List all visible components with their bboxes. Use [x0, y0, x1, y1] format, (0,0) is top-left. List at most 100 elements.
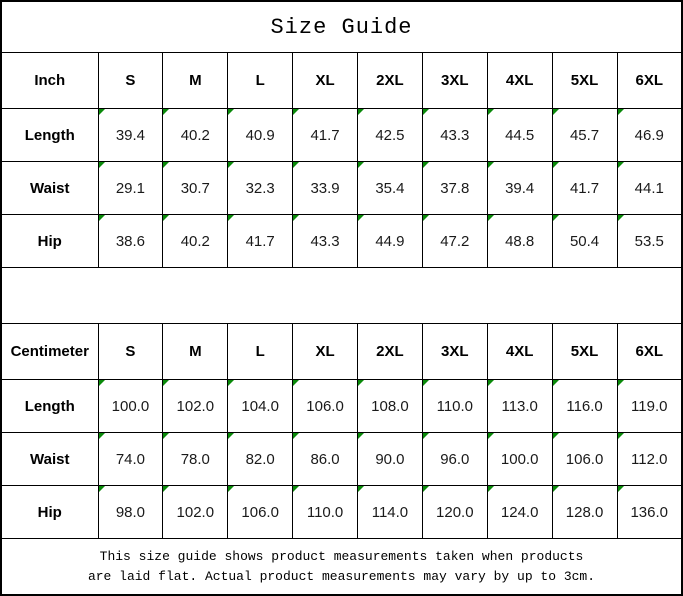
corner-marker-icon: [98, 162, 105, 169]
measurement-row: Hip 38.6 40.2 41.7 43.3 44.9 47.2 48.8 50.4 53.5: [0, 214, 683, 269]
measurement-cell: 43.3: [421, 108, 488, 163]
corner-marker-icon: [98, 486, 105, 493]
corner-marker-icon: [488, 162, 494, 169]
measurement-row: Waist 29.1 30.7 32.3 33.9 35.4 37.8 39.4 41.7 44.…: [0, 161, 683, 216]
corner-marker-icon: [163, 215, 170, 222]
measurement-cell: 98.0: [97, 485, 164, 540]
measurement-value: 90.0: [375, 450, 405, 468]
size-header-cell: XL: [292, 52, 358, 110]
measurement-value: 44.1: [634, 179, 664, 197]
measurement-cell: 102.0: [162, 379, 229, 434]
measurement-value: 43.3: [440, 126, 470, 144]
size-header-cell: XL: [292, 323, 358, 381]
measurement-cell: 35.4: [357, 161, 423, 216]
measurement-cell: 124.0: [486, 485, 553, 540]
measurement-cell: 50.4: [551, 214, 618, 269]
size-header-cell: S: [97, 323, 164, 381]
measurement-value: 86.0: [310, 450, 340, 468]
spacer-cell: [0, 267, 683, 325]
measurement-cell: 42.5: [357, 108, 423, 163]
measurement-value: 128.0: [565, 503, 604, 521]
size-header-cell: M: [162, 323, 229, 381]
corner-marker-icon: [553, 433, 559, 440]
measurement-value: 39.4: [115, 126, 146, 144]
size-header-cell: 5XL: [551, 323, 618, 381]
measurement-cell: 41.7: [227, 214, 294, 269]
size-header-row: Centimeter S M L XL 2XL 3XL 4XL 5XL 6XL: [0, 323, 683, 381]
corner-marker-icon: [358, 162, 364, 169]
size-header-cell: L: [227, 52, 294, 110]
measurement-row: Length 39.4 40.2 40.9 41.7 42.5 43.3 44.5 45.7 46…: [0, 108, 683, 163]
measurement-value: 32.3: [245, 179, 275, 197]
size-header-cell: 4XL: [486, 52, 553, 110]
corner-marker-icon: [293, 486, 300, 493]
measurement-cell: 40.9: [227, 108, 294, 163]
measurement-cell: 136.0: [616, 485, 683, 540]
corner-marker-icon: [553, 162, 559, 169]
measurement-cell: 41.7: [551, 161, 618, 216]
size-header-cell: 2XL: [357, 52, 423, 110]
row-label-cell: Waist: [0, 432, 99, 487]
measurement-cell: 106.0: [227, 485, 294, 540]
measurement-value: 41.7: [310, 126, 340, 144]
measurement-value: 48.8: [505, 232, 535, 250]
corner-marker-icon: [163, 433, 170, 440]
measurement-value: 37.8: [440, 179, 470, 197]
measurement-cell: 74.0: [97, 432, 164, 487]
measurement-cell: 120.0: [421, 485, 488, 540]
corner-marker-icon: [488, 109, 494, 116]
measurement-value: 112.0: [631, 450, 668, 468]
corner-marker-icon: [423, 433, 429, 440]
measurement-value: 41.7: [569, 179, 600, 197]
title-row: Size Guide: [0, 0, 683, 54]
corner-marker-icon: [163, 380, 170, 387]
measurement-value: 136.0: [630, 503, 669, 521]
corner-marker-icon: [98, 109, 105, 116]
size-header-cell: 2XL: [357, 323, 423, 381]
unit-header-cell: Inch: [0, 52, 99, 110]
measurement-cell: 119.0: [616, 379, 683, 434]
measurement-cell: 96.0: [421, 432, 488, 487]
measurement-cell: 116.0: [551, 379, 618, 434]
measurement-value: 39.4: [505, 179, 535, 197]
corner-marker-icon: [98, 380, 105, 387]
measurement-value: 98.0: [115, 503, 146, 521]
corner-marker-icon: [423, 109, 429, 116]
measurement-value: 41.7: [245, 232, 275, 250]
measurement-cell: 30.7: [162, 161, 229, 216]
measurement-value: 106.0: [306, 397, 344, 415]
size-header-cell: 6XL: [616, 323, 683, 381]
measurement-cell: 37.8: [421, 161, 488, 216]
measurement-cell: 86.0: [292, 432, 358, 487]
measurement-value: 110.0: [306, 503, 344, 521]
corner-marker-icon: [293, 380, 300, 387]
measurement-cell: 40.2: [162, 108, 229, 163]
measurement-value: 33.9: [310, 179, 340, 197]
measurement-value: 113.0: [501, 397, 538, 415]
size-header-cell: L: [227, 323, 294, 381]
measurement-value: 40.9: [245, 126, 275, 144]
measurement-cell: 33.9: [292, 161, 358, 216]
corner-marker-icon: [618, 433, 624, 440]
measurement-value: 100.0: [500, 450, 539, 468]
measurement-value: 35.4: [375, 179, 405, 197]
corner-marker-icon: [228, 215, 235, 222]
measurement-cell: 44.1: [616, 161, 683, 216]
measurement-value: 46.9: [634, 126, 664, 144]
measurement-cell: 82.0: [227, 432, 294, 487]
corner-marker-icon: [488, 380, 494, 387]
measurement-cell: 78.0: [162, 432, 229, 487]
corner-marker-icon: [423, 215, 429, 222]
corner-marker-icon: [423, 486, 429, 493]
measurement-value: 96.0: [440, 450, 470, 468]
size-header-cell: 6XL: [616, 52, 683, 110]
measurement-cell: 39.4: [486, 161, 553, 216]
measurement-cell: 112.0: [616, 432, 683, 487]
corner-marker-icon: [358, 486, 364, 493]
measurement-value: 102.0: [176, 397, 215, 415]
corner-marker-icon: [228, 109, 235, 116]
corner-marker-icon: [358, 380, 364, 387]
measurement-cell: 45.7: [551, 108, 618, 163]
